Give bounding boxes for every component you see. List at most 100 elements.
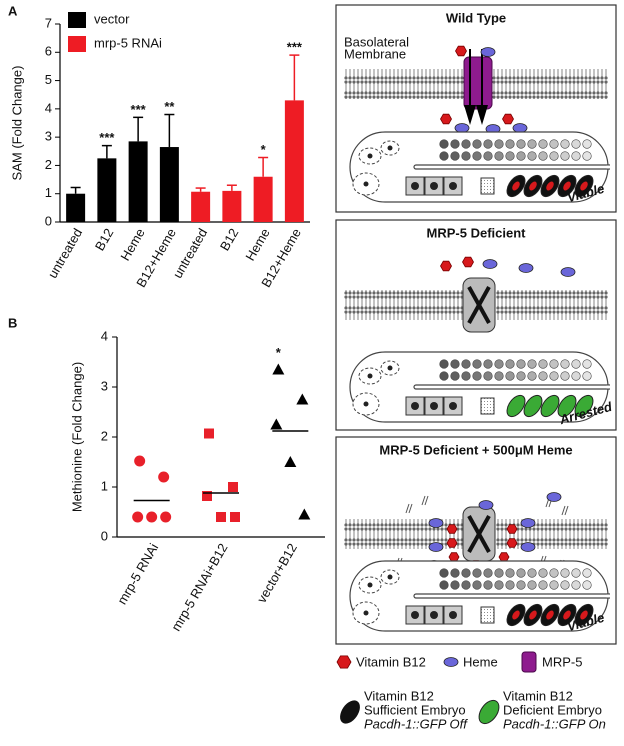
- oocyte: [549, 371, 559, 381]
- oocyte: [582, 568, 592, 578]
- cell-nucleus: [449, 402, 457, 410]
- vitamin-b12: [506, 524, 518, 534]
- oocyte: [472, 371, 482, 381]
- oocyte: [571, 580, 581, 590]
- oocyte: [494, 139, 504, 149]
- embryo-nucleus: [512, 181, 520, 191]
- embryo-nucleus: [546, 610, 554, 620]
- oocyte: [516, 568, 526, 578]
- oocyte: [538, 359, 548, 369]
- oocyte: [582, 359, 592, 369]
- bar: [66, 193, 86, 222]
- germ-nucleus: [387, 365, 393, 371]
- x-tick-label: mrp-5 RNAi+B12: [168, 541, 230, 634]
- cell-nucleus: [430, 402, 438, 410]
- oocyte: [516, 359, 526, 369]
- oocyte: [516, 151, 526, 161]
- germ-nucleus: [387, 145, 393, 151]
- vitamin-b12: [455, 45, 467, 57]
- embryo-nucleus: [580, 610, 588, 620]
- bar: [284, 100, 304, 222]
- point: [270, 418, 283, 430]
- cell-nucleus: [411, 402, 419, 410]
- oocyte: [461, 139, 471, 149]
- vitamin-b12: [462, 256, 474, 268]
- embryo: [340, 700, 360, 724]
- oocyte: [505, 568, 515, 578]
- error-bar: [164, 113, 175, 148]
- embryo: [523, 394, 543, 418]
- y-tick-label: 7: [45, 15, 52, 30]
- oocyte: [439, 580, 449, 590]
- y-tick-label: 1: [45, 185, 52, 200]
- bar: [253, 176, 273, 222]
- vitamin-b12: [446, 538, 458, 548]
- heme-stub: [424, 495, 429, 506]
- heme: [478, 500, 494, 510]
- bar: [97, 158, 117, 222]
- oocyte: [461, 151, 471, 161]
- y-tick-label: 2: [101, 428, 108, 443]
- oocyte: [450, 151, 460, 161]
- error-bar: [258, 156, 269, 177]
- significance: ***: [99, 130, 115, 145]
- y-tick-label: 3: [101, 378, 108, 393]
- vitamin-b12: [446, 524, 458, 534]
- panel-title: Wild Type: [446, 10, 506, 25]
- oocyte: [483, 151, 493, 161]
- legend-swatch: [68, 36, 86, 52]
- oocyte: [538, 371, 548, 381]
- oocyte: [461, 568, 471, 578]
- error-bar: [133, 116, 144, 142]
- oocyte: [549, 568, 559, 578]
- legend-label: Vitamin B12: [364, 688, 434, 703]
- germ-nucleus: [367, 373, 373, 379]
- x-tick-label: Heme: [242, 226, 272, 264]
- oocyte: [483, 359, 493, 369]
- point: [204, 428, 214, 439]
- oocyte: [472, 151, 482, 161]
- oocyte: [549, 151, 559, 161]
- oocyte: [439, 568, 449, 578]
- y-tick-label: 4: [101, 328, 108, 343]
- oocyte: [527, 580, 537, 590]
- embryo-nucleus: [529, 610, 537, 620]
- point: [284, 456, 297, 467]
- point: [230, 512, 240, 522]
- bar: [191, 191, 211, 222]
- oocyte: [527, 151, 537, 161]
- x-tick-label: mrp-5 RNAi: [114, 541, 161, 607]
- legend-label: Heme: [463, 654, 498, 669]
- y-axis-label: SAM (Fold Change): [9, 66, 24, 181]
- oocyte: [538, 139, 548, 149]
- x-mark: [467, 515, 491, 553]
- error-bar: [70, 186, 81, 194]
- bar: [222, 190, 242, 222]
- embryo-nucleus: [512, 610, 520, 620]
- embryo-nucleus: [546, 181, 554, 191]
- oocyte: [483, 139, 493, 149]
- point: [158, 471, 170, 483]
- oocyte: [505, 359, 515, 369]
- point: [202, 491, 212, 501]
- embryo: [574, 394, 594, 418]
- y-tick-label: 4: [45, 100, 52, 115]
- error-bar: [226, 184, 237, 191]
- worm-slit: [413, 164, 610, 170]
- oocyte: [582, 139, 592, 149]
- oocyte: [560, 139, 570, 149]
- worm-slit: [413, 593, 610, 599]
- point: [132, 511, 144, 523]
- oocyte: [483, 371, 493, 381]
- heme-stub: [421, 495, 426, 506]
- oocyte: [439, 359, 449, 369]
- membrane-label: Basolateral: [344, 34, 409, 49]
- germ-nucleus: [363, 401, 369, 407]
- oocyte: [527, 139, 537, 149]
- panel-label: A: [8, 3, 18, 18]
- heme: [482, 259, 498, 269]
